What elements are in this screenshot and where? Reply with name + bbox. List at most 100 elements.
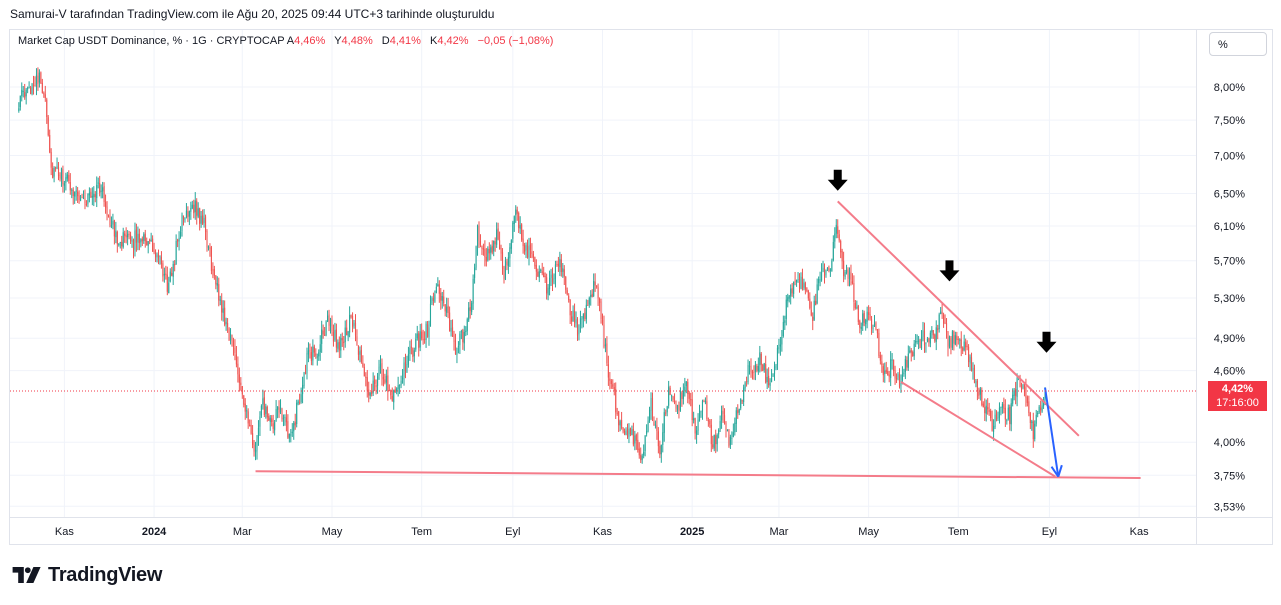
candle-body [784,320,786,323]
candle-body [321,329,323,344]
candle-body [106,206,108,216]
candle [369,392,371,400]
candle-body [155,252,157,258]
candle-body [501,252,504,269]
candle-body [382,376,384,380]
candle-body [859,320,861,328]
candle-body [135,229,137,243]
candle [591,289,593,298]
candle [178,231,180,251]
candle [772,373,774,378]
candle [968,344,970,368]
candle [397,376,399,397]
candle [356,329,358,346]
candle [421,323,423,341]
candle [438,280,440,303]
candle [163,267,165,283]
candle [194,192,196,220]
candle [769,378,771,391]
candle [729,434,731,449]
candle [510,239,512,254]
candle [156,252,158,263]
candle [462,328,464,350]
candle [78,190,80,204]
candle-body [352,315,354,327]
candle-body [479,241,482,245]
candle-body [994,414,996,428]
candle-body [34,84,36,86]
candle [1034,420,1036,442]
candle-body [918,340,920,342]
candle-body [43,93,45,95]
candle [237,356,239,383]
candle-body [203,217,205,223]
candle [851,273,853,285]
candle-body [904,359,906,373]
candle-body [882,366,884,376]
candle [710,419,712,452]
candle [903,368,905,377]
candle [771,369,773,383]
scale-unit-button[interactable]: % [1209,32,1267,56]
candle-body [212,269,214,271]
candle [172,260,174,286]
candle-body [50,152,52,168]
candle-body [540,269,542,272]
candle [978,387,980,399]
candle-body [716,434,718,445]
candle-body [318,352,320,357]
candle [1015,381,1017,405]
candle-body [404,361,407,371]
candle [947,331,949,357]
candle [400,375,402,389]
candle [732,423,734,438]
candle-body [401,377,404,380]
candle [575,311,577,328]
candle-body [144,233,146,242]
candle [160,251,162,269]
candle-body [65,177,67,183]
candle [138,228,140,251]
candle-body [622,427,624,432]
candle-body [196,200,198,216]
candle [416,325,418,341]
tradingview-logo[interactable]: TradingView [12,563,162,587]
candle [743,384,745,407]
x-tick-label: Kas [1130,526,1149,538]
last-price-value: 4,42% [1221,383,1254,395]
candle-body [393,390,395,403]
candle [640,447,642,464]
candle-body [366,377,368,391]
candle [1038,404,1040,414]
candle-body [396,388,398,392]
candle [663,408,665,442]
candle [81,193,83,199]
candle-body [403,362,405,378]
candle [684,377,686,397]
legend-change: −0,05 (−1,08%) [477,35,554,47]
candle [828,265,830,273]
candle [224,300,226,327]
candle-body [41,82,43,93]
candle [1004,399,1006,427]
candle [55,166,57,172]
candle [229,328,232,345]
candle-body [651,397,654,421]
candle-body [449,312,451,332]
candle-body [369,392,371,396]
candle [300,387,302,404]
candle-body [125,235,127,238]
candle-body [309,350,311,352]
candle [499,231,501,250]
candle-body [153,251,155,253]
candle [865,318,867,331]
candle-body [650,398,652,411]
candle [213,265,215,280]
candle-body [178,237,180,242]
candle [779,336,781,356]
candle-body [998,407,1001,418]
candle [790,284,792,305]
candle [290,428,292,443]
candle-body [516,209,518,214]
